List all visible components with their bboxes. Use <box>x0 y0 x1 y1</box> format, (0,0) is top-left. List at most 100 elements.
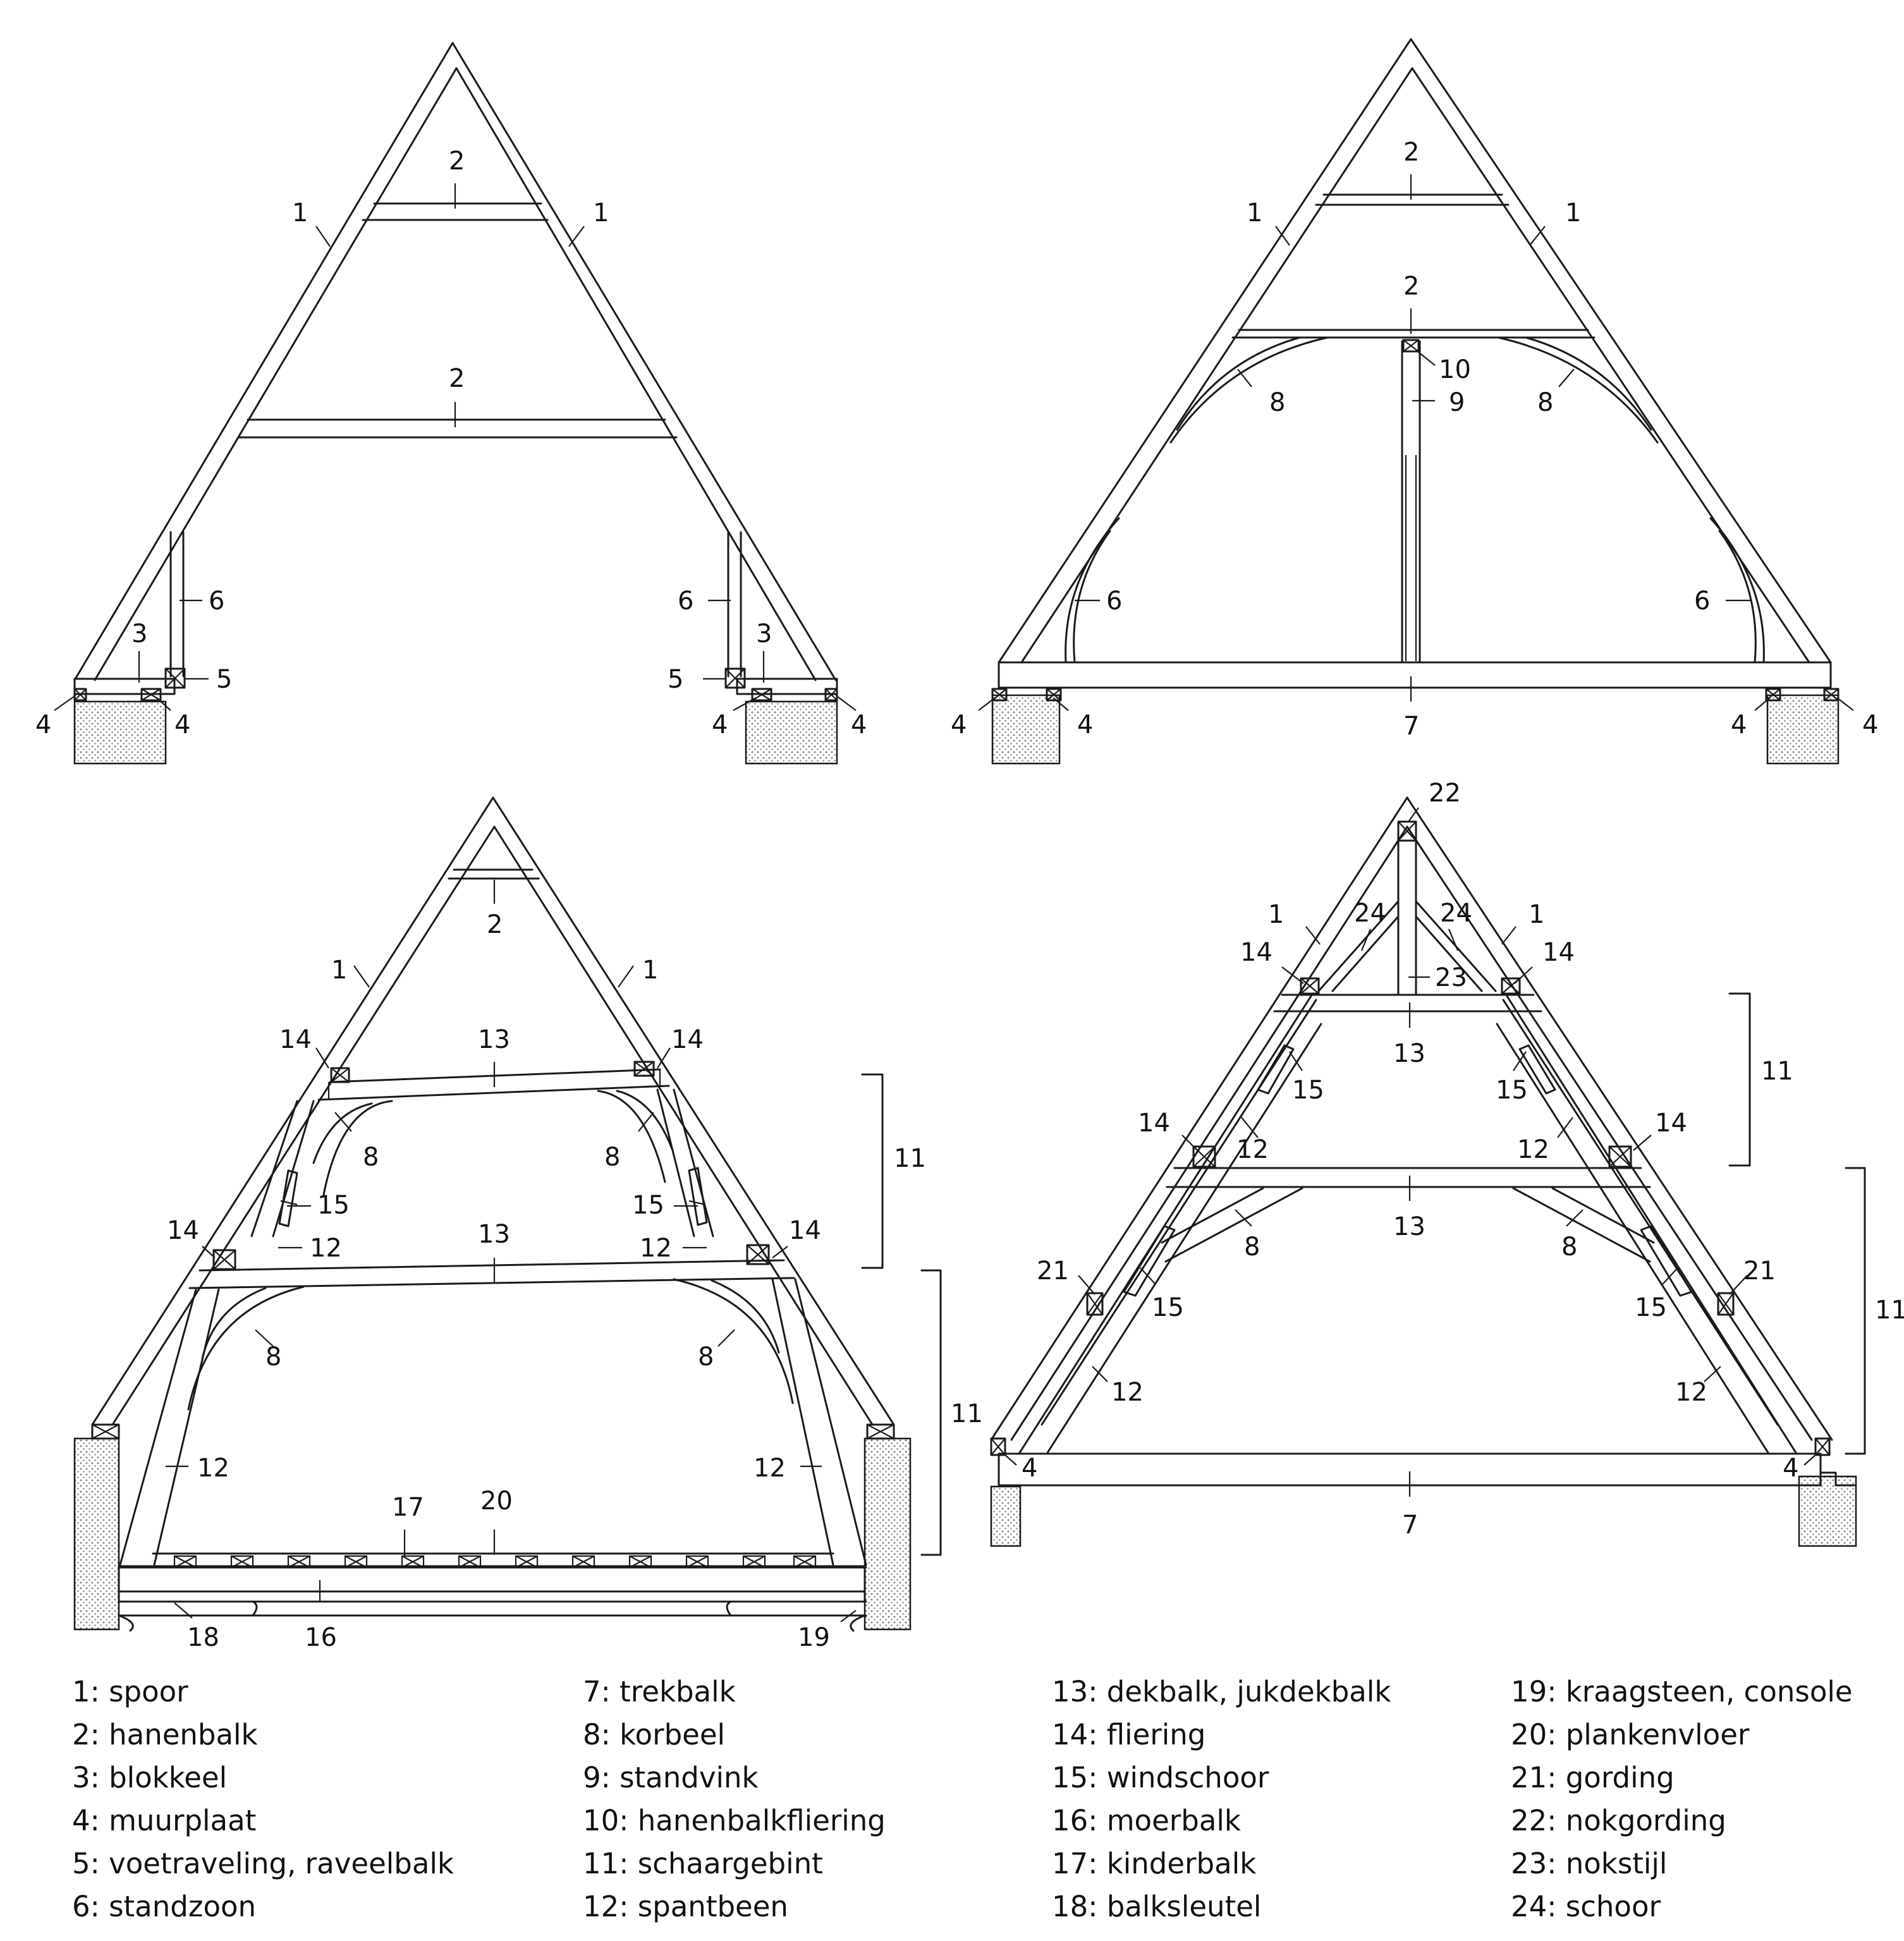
label-rafter: 1 <box>331 956 347 985</box>
label-wind-brace: 15 <box>1292 1076 1324 1105</box>
label-rafter: 1 <box>1247 198 1262 228</box>
figure-scissor-truss-floor: 2 1 1 13 13 14 14 14 14 8 8 8 8 15 15 12… <box>73 796 983 1652</box>
wall-right <box>745 700 838 765</box>
label-scissor-truss: 11 <box>951 1399 983 1428</box>
label-collar-tie: 13 <box>478 1025 510 1054</box>
label-brace: 8 <box>698 1342 714 1372</box>
label-trimmer: 5 <box>216 665 232 694</box>
label-scissor-truss: 11 <box>894 1144 926 1173</box>
label-principal: 12 <box>640 1234 672 1263</box>
label-scissor-truss: 11 <box>1875 1296 1904 1325</box>
leaders-fig1 <box>54 183 857 711</box>
leaders-fig2 <box>978 174 1854 711</box>
label-wall-plate: 4 <box>851 710 867 739</box>
label-wall-plate: 4 <box>1783 1454 1798 1483</box>
label-ashlar: 6 <box>1106 587 1122 616</box>
wall-left <box>991 694 1061 765</box>
wall-left <box>73 700 167 765</box>
curved-ashlar <box>1065 517 1765 664</box>
wall-plates <box>991 688 1840 702</box>
collar-beams <box>1231 193 1596 339</box>
label-wind-brace: 15 <box>632 1191 664 1220</box>
upper-braces <box>312 1090 674 1196</box>
label-principal: 12 <box>1236 1135 1269 1164</box>
label-collar-beam: 2 <box>1403 272 1419 301</box>
principal-posts <box>119 1088 867 1566</box>
label-collar-beam: 2 <box>1403 138 1419 167</box>
leaders-fig3 <box>166 880 857 1622</box>
label-principal: 12 <box>1675 1378 1707 1407</box>
label-king-post: 9 <box>1449 388 1465 417</box>
figure-ridge-purlin-truss: 22 1 1 24 24 23 14 14 13 13 15 15 14 14 … <box>990 779 1904 1547</box>
trimmer-beams <box>164 667 746 689</box>
label-brace: 8 <box>1244 1232 1260 1262</box>
wall-plates <box>73 688 838 702</box>
label-corbel: 19 <box>798 1623 830 1652</box>
rafter-pair <box>990 796 1833 1441</box>
scissor-brackets <box>1728 992 1866 1455</box>
label-purlin: 14 <box>1542 938 1575 967</box>
label-trimmer: 5 <box>668 665 683 694</box>
label-collar-tie: 13 <box>1393 1212 1425 1241</box>
label-purlin: 14 <box>789 1216 821 1245</box>
straight-braces <box>1161 1187 1655 1263</box>
label-collar-beam: 2 <box>449 147 465 176</box>
wind-braces <box>1123 1044 1693 1297</box>
label-ridge-purlin: 22 <box>1429 779 1461 808</box>
rafter-pair <box>91 796 895 1426</box>
label-rafter: 1 <box>593 198 609 228</box>
label-purlin: 14 <box>1240 938 1272 967</box>
label-collar-purlin: 10 <box>1439 355 1471 384</box>
label-principal: 12 <box>197 1454 229 1483</box>
label-principal: 12 <box>310 1234 342 1263</box>
label-brace: 8 <box>1537 388 1553 417</box>
label-wind-brace: 15 <box>1496 1076 1528 1105</box>
label-wind-brace: 15 <box>1635 1293 1667 1322</box>
figure-collar-beam-truss: 2 2 1 1 6 6 3 3 5 5 4 4 4 4 <box>35 42 867 765</box>
wall-right <box>864 1437 912 1631</box>
label-purlin: 14 <box>279 1025 312 1054</box>
wall-right <box>1766 694 1840 765</box>
label-brace: 8 <box>363 1143 379 1172</box>
label-rafter: 1 <box>642 956 658 985</box>
lower-collar-tie <box>1166 1167 1651 1188</box>
label-wall-plate: 4 <box>174 710 190 739</box>
label-ashlar-post: 6 <box>209 587 224 616</box>
label-sole-piece: 3 <box>131 619 147 648</box>
label-rafter: 1 <box>1565 198 1581 228</box>
label-purlin: 14 <box>167 1216 199 1245</box>
label-collar-beam: 2 <box>487 910 503 939</box>
wall-left <box>73 1437 120 1631</box>
label-wall-plate: 4 <box>35 710 51 739</box>
label-floor-beam: 16 <box>305 1623 337 1652</box>
wall-step <box>1819 1471 1857 1487</box>
ashlar-posts <box>169 531 742 678</box>
label-wall-plate: 4 <box>1077 710 1093 739</box>
label-sole-piece: 3 <box>756 619 772 648</box>
label-purlin: 14 <box>1138 1109 1170 1138</box>
label-wall-plate: 4 <box>712 710 728 739</box>
curved-braces <box>1169 336 1659 444</box>
upper-collar-tie <box>1273 994 1542 1013</box>
label-wind-brace: 15 <box>1152 1293 1184 1322</box>
label-brace: 8 <box>265 1342 281 1372</box>
floor-structure <box>118 1552 867 1632</box>
figure-tie-beam-truss: 2 2 1 1 10 9 8 8 6 6 7 4 4 4 4 <box>951 38 1878 765</box>
tie-beam <box>998 661 1832 689</box>
label-king-post: 23 <box>1435 963 1467 992</box>
label-strut: 24 <box>1440 899 1472 928</box>
label-collar-tie: 13 <box>1393 1039 1425 1068</box>
rafter-pair <box>73 42 837 681</box>
collar-beams <box>238 202 678 439</box>
label-common-joist: 17 <box>392 1493 424 1522</box>
label-wall-plate: 4 <box>1022 1454 1037 1483</box>
label-rafter: 1 <box>1529 900 1544 929</box>
label-tie-beam: 7 <box>1403 712 1419 741</box>
label-principal: 12 <box>754 1454 786 1483</box>
label-brace: 8 <box>604 1143 620 1172</box>
king-post <box>1397 820 1417 996</box>
common-joists <box>173 1555 817 1569</box>
label-bolster: 18 <box>187 1623 219 1652</box>
purlins <box>212 1061 770 1270</box>
label-brace: 8 <box>1269 388 1285 417</box>
